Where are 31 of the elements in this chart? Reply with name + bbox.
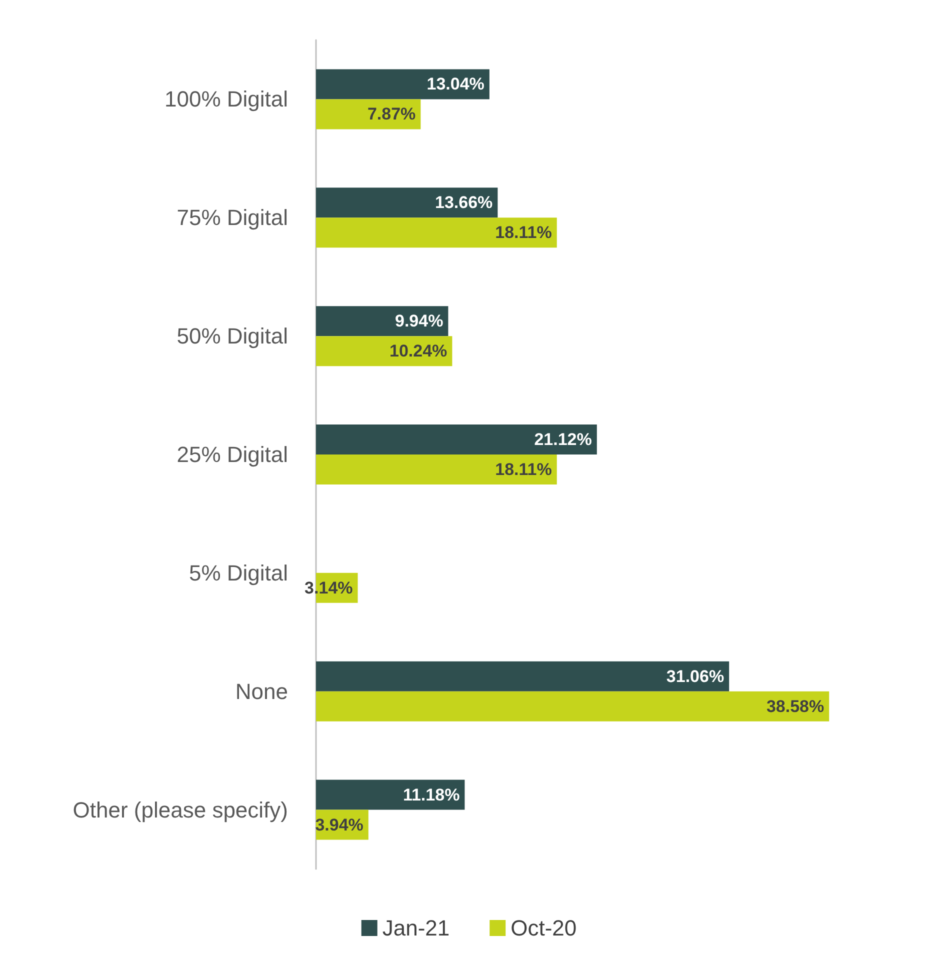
legend-label: Jan-21	[382, 916, 450, 940]
y-tick-label: 5% Digital	[188, 560, 288, 586]
data-label: 38.58%	[766, 696, 824, 716]
data-label: 11.18%	[402, 785, 460, 804]
bar	[316, 306, 448, 336]
bar	[316, 691, 830, 722]
data-label: 10.24%	[390, 342, 448, 361]
data-label: 7.87%	[367, 104, 416, 124]
y-tick-label: 100% Digital	[164, 86, 288, 112]
bar	[316, 780, 465, 810]
data-label: 18.11%	[495, 223, 552, 242]
data-label: 13.04%	[426, 74, 484, 94]
bar	[316, 336, 452, 366]
y-tick-label: None	[235, 678, 288, 704]
legend-label: Oct-20	[510, 916, 577, 940]
bar	[316, 99, 421, 130]
y-tick-label: 25% Digital	[176, 442, 288, 467]
data-label: 13.66%	[435, 193, 493, 212]
bar	[316, 69, 490, 100]
bar	[316, 424, 597, 454]
bar	[316, 218, 557, 248]
y-tick-label: 50% Digital	[176, 324, 288, 349]
bar	[316, 661, 730, 692]
data-label: 31.06%	[666, 666, 724, 686]
y-tick-label: Other (please specify)	[72, 797, 288, 822]
data-label: 9.94%	[395, 312, 444, 331]
y-tick-label: 75% Digital	[176, 205, 288, 230]
data-label: 21.12%	[534, 430, 592, 449]
data-label: 18.11%	[495, 460, 552, 479]
bar	[316, 454, 557, 484]
bar	[316, 188, 498, 218]
